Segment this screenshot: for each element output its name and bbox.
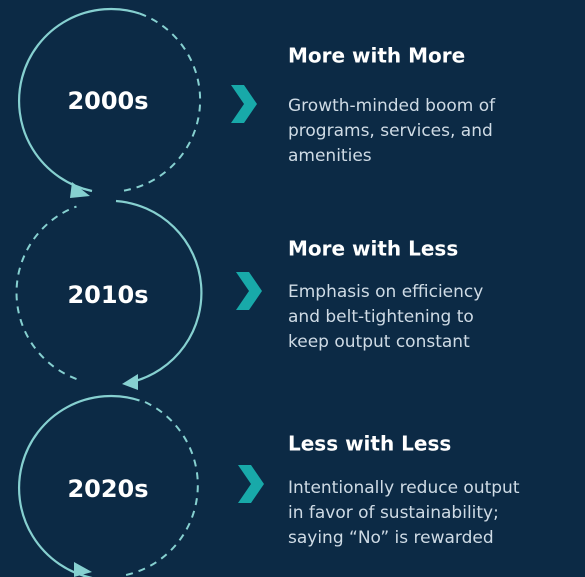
stage-title: Less with Less xyxy=(288,432,451,456)
cycle-arc xyxy=(17,394,140,577)
period-label: 2020s xyxy=(67,475,148,503)
cycle-arc xyxy=(17,7,140,193)
arrow-head xyxy=(122,374,138,390)
stage-description: keep output constant xyxy=(288,332,470,352)
stage-title: More with Less xyxy=(288,237,458,261)
arrow-head xyxy=(74,562,92,577)
stage-description: amenities xyxy=(288,146,372,166)
stage-description: Growth-minded boom of xyxy=(288,96,496,116)
stage-description: saying “No” is rewarded xyxy=(288,528,494,548)
chevron xyxy=(231,85,257,123)
cycle-arc-dashed xyxy=(125,401,199,576)
stage-description: Intentionally reduce output xyxy=(288,478,520,498)
cycle-arc-dashed xyxy=(123,12,202,192)
period-label: 2010s xyxy=(67,281,148,309)
chevron xyxy=(238,465,264,503)
stage-description: and belt-tightening to xyxy=(288,307,474,327)
period-label: 2000s xyxy=(67,87,148,115)
stage-description: Emphasis on efficiency xyxy=(288,282,483,302)
chevron xyxy=(236,272,262,310)
stage-description: programs, services, and xyxy=(288,121,493,141)
stage-title: More with More xyxy=(288,44,465,68)
arrow-head xyxy=(70,182,90,198)
cycle-arc-dashed xyxy=(15,205,77,380)
stage-description: in favor of sustainability; xyxy=(288,503,499,523)
cycle-arc xyxy=(115,199,203,384)
